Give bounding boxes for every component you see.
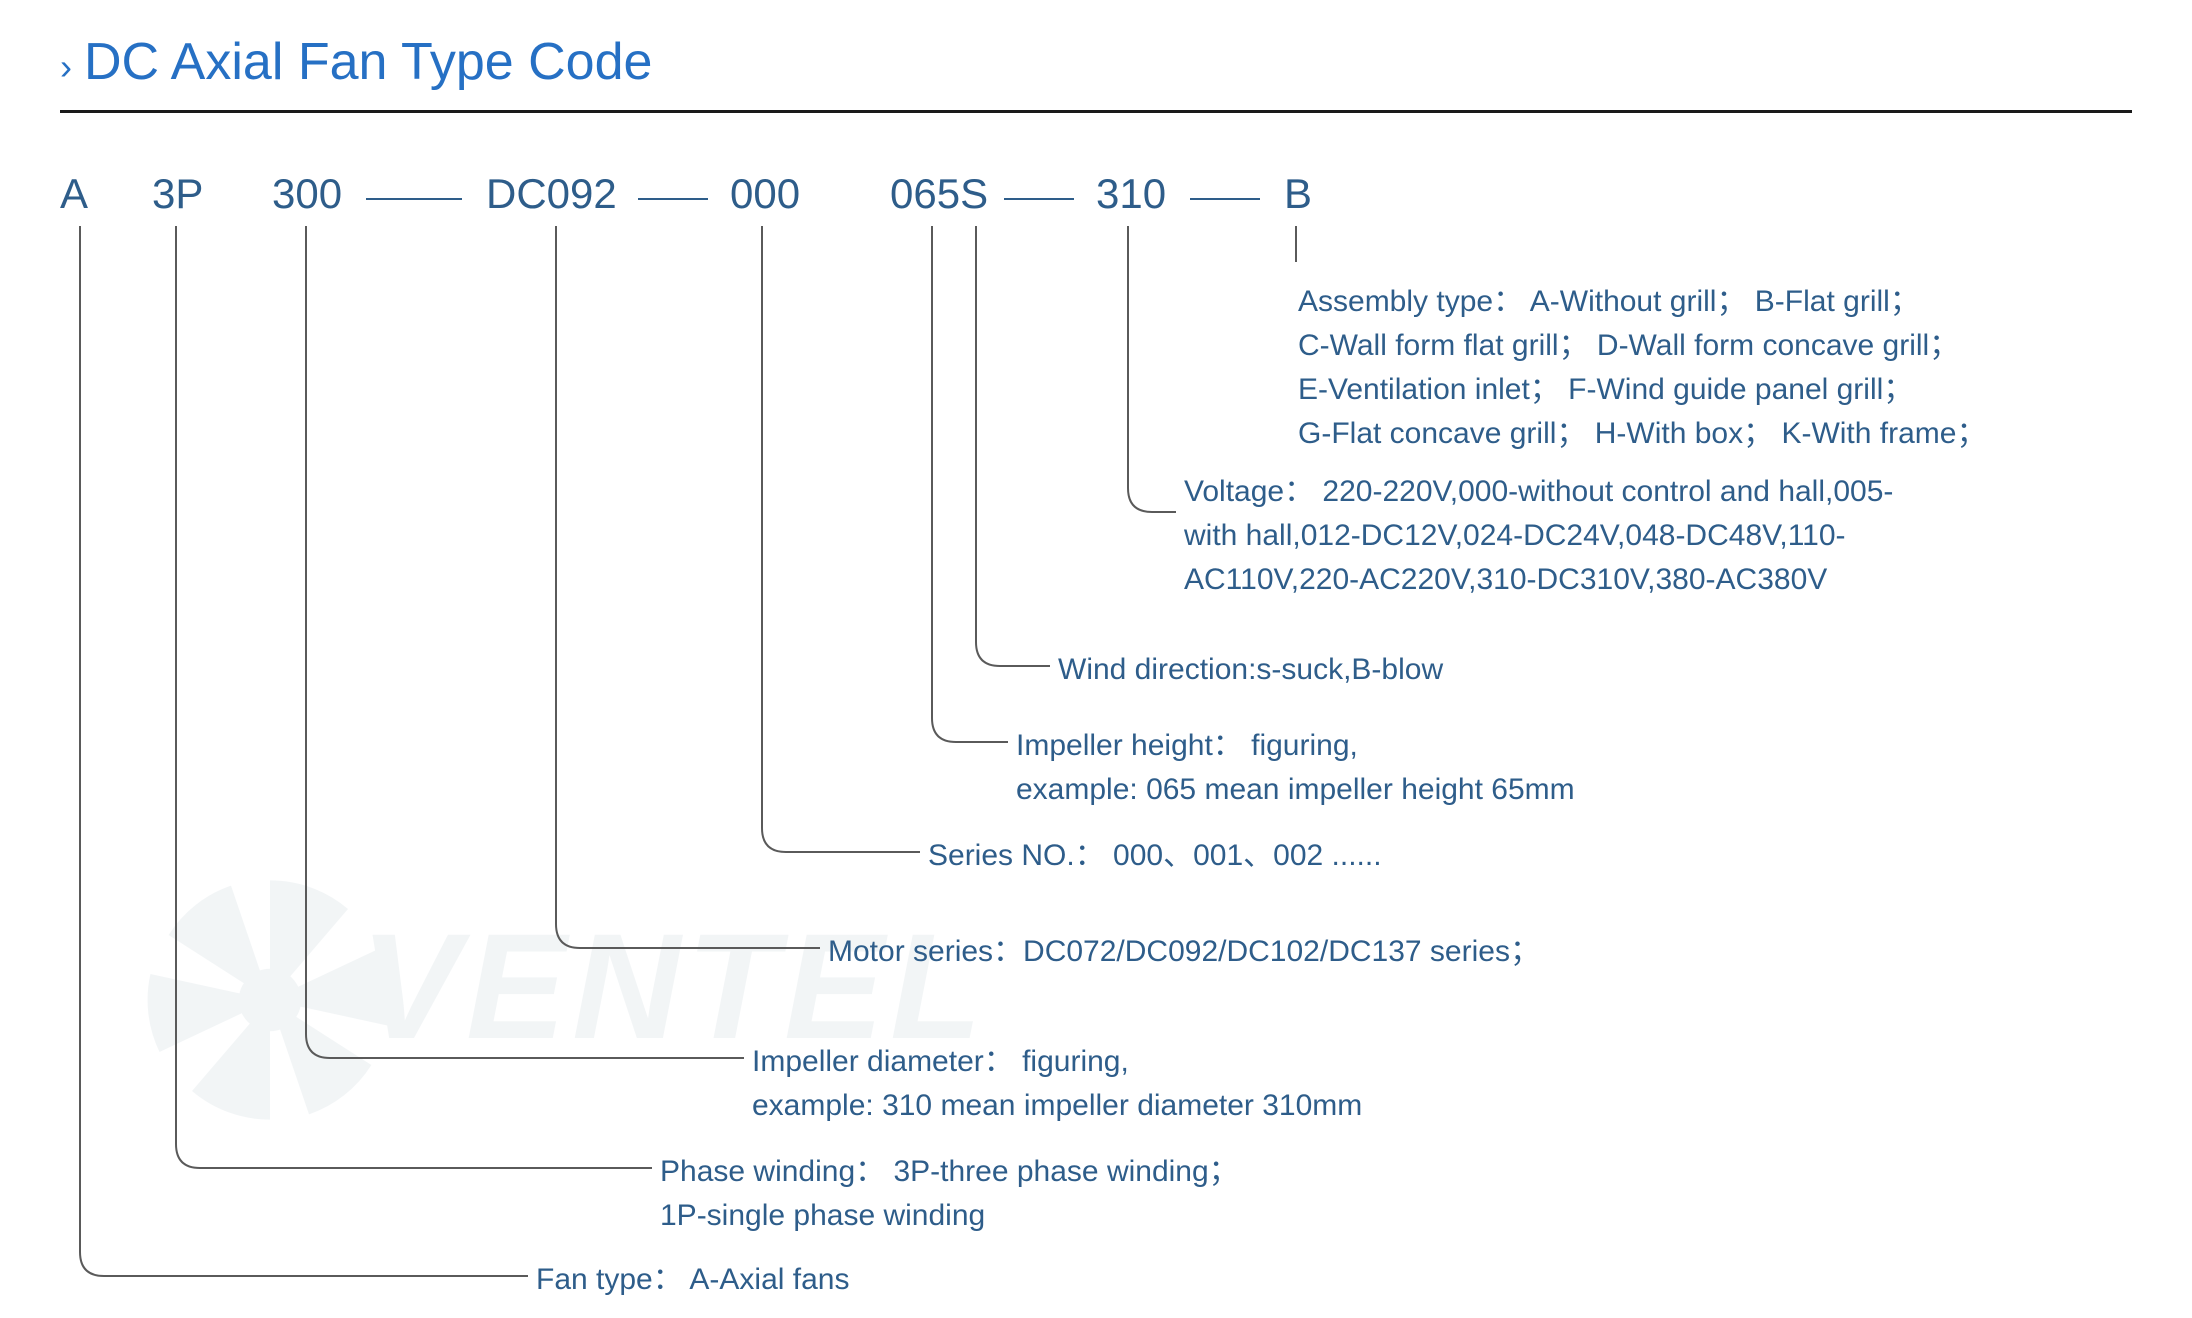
code-dash xyxy=(366,198,462,200)
page: VENTEL › DC Axial Fan Type Code A3P300DC… xyxy=(0,0,2192,1318)
desc-line: Impeller diameter： figuring, xyxy=(752,1040,1652,1084)
desc-wind: Wind direction:s-suck,B-blow xyxy=(1058,648,1758,692)
connector-path xyxy=(976,226,1050,666)
connector-path xyxy=(1128,226,1176,512)
desc-impeller_d: Impeller diameter： figuring,example: 310… xyxy=(752,1040,1652,1128)
desc-line: C-Wall form flat grill； D-Wall form conc… xyxy=(1298,324,2118,368)
desc-line: with hall,012-DC12V,024-DC24V,048-DC48V,… xyxy=(1184,514,2114,558)
desc-line: Motor series：DC072/DC092/DC102/DC137 ser… xyxy=(828,930,1728,974)
connector-path xyxy=(762,226,920,852)
desc-line: Wind direction:s-suck,B-blow xyxy=(1058,648,1758,692)
desc-assembly: Assembly type： A-Without grill； B-Flat g… xyxy=(1298,280,2118,456)
desc-line: example: 310 mean impeller diameter 310m… xyxy=(752,1084,1652,1128)
code-dash xyxy=(1190,198,1260,200)
code-segment-A: A xyxy=(60,170,88,218)
code-segment-310: 310 xyxy=(1096,170,1166,218)
desc-line: Assembly type： A-Without grill； B-Flat g… xyxy=(1298,280,2118,324)
desc-line: 1P-single phase winding xyxy=(660,1194,1460,1238)
page-title: DC Axial Fan Type Code xyxy=(84,32,652,92)
connector-path xyxy=(932,226,1008,742)
desc-phase: Phase winding： 3P-three phase winding；1P… xyxy=(660,1150,1460,1238)
code-dash xyxy=(638,198,708,200)
title-row: › DC Axial Fan Type Code xyxy=(60,32,652,92)
connector-path xyxy=(176,226,652,1168)
code-segment-300: 300 xyxy=(272,170,342,218)
connector-path xyxy=(80,226,528,1276)
desc-line: Series NO.： 000、001、002 ...... xyxy=(928,834,1628,878)
desc-line: example: 065 mean impeller height 65mm xyxy=(1016,768,1816,812)
code-segment-065S: 065S xyxy=(890,170,988,218)
desc-voltage: Voltage： 220-220V,000-without control an… xyxy=(1184,470,2114,602)
code-segment-3P: 3P xyxy=(152,170,203,218)
desc-line: Voltage： 220-220V,000-without control an… xyxy=(1184,470,2114,514)
desc-series_no: Series NO.： 000、001、002 ...... xyxy=(928,834,1628,878)
code-segment-B: B xyxy=(1284,170,1312,218)
connector-path xyxy=(556,226,820,948)
desc-line: E-Ventilation inlet； F-Wind guide panel … xyxy=(1298,368,2118,412)
code-segment-DC092: DC092 xyxy=(486,170,617,218)
title-underline xyxy=(60,110,2132,113)
fan-icon xyxy=(140,870,400,1130)
desc-line: AC110V,220-AC220V,310-DC310V,380-AC380V xyxy=(1184,558,2114,602)
connector-path xyxy=(306,226,744,1058)
chevron-right-icon: › xyxy=(60,46,70,88)
desc-line: Fan type： A-Axial fans xyxy=(536,1258,1136,1302)
code-segment-000: 000 xyxy=(730,170,800,218)
desc-motor: Motor series：DC072/DC092/DC102/DC137 ser… xyxy=(828,930,1728,974)
desc-line: G-Flat concave grill； H-With box； K-With… xyxy=(1298,412,2118,456)
desc-impeller_h: Impeller height： figuring,example: 065 m… xyxy=(1016,724,1816,812)
code-dash xyxy=(1004,198,1074,200)
desc-fan_type: Fan type： A-Axial fans xyxy=(536,1258,1136,1302)
desc-line: Phase winding： 3P-three phase winding； xyxy=(660,1150,1460,1194)
desc-line: Impeller height： figuring, xyxy=(1016,724,1816,768)
